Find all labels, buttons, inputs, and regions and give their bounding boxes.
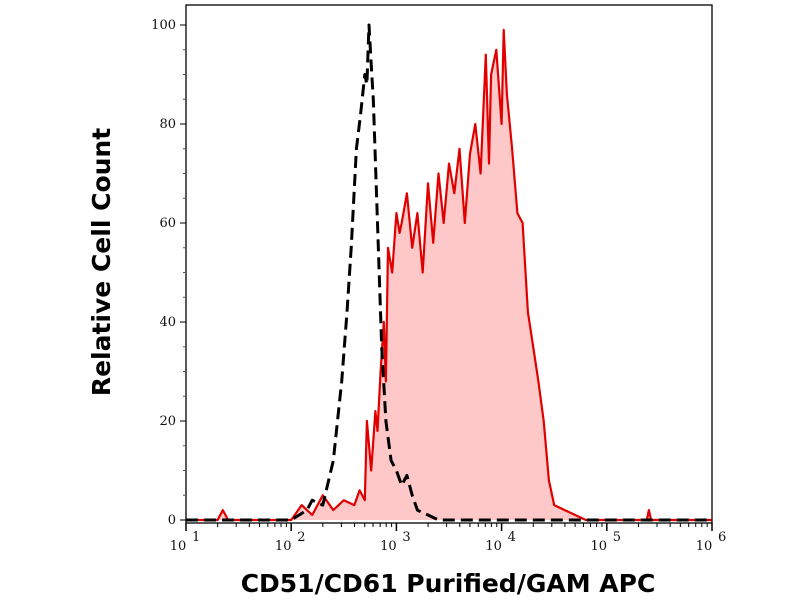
y-tick-label: 20 <box>159 414 176 429</box>
x-tick-label: 10 <box>380 539 397 554</box>
series-fill-0 <box>186 29 712 521</box>
x-tick-exponent: 4 <box>508 530 516 545</box>
x-tick-label: 10 <box>275 539 292 554</box>
y-tick-label: 60 <box>159 216 176 231</box>
x-tick-exponent: 2 <box>297 530 305 545</box>
y-tick-label: 100 <box>151 18 176 33</box>
x-tick-exponent: 3 <box>402 530 410 545</box>
x-tick-exponent: 5 <box>613 530 621 545</box>
plot-frame <box>185 4 713 524</box>
series-line-1 <box>186 23 712 522</box>
x-tick-label: 10 <box>485 539 502 554</box>
y-tick-label: 0 <box>168 513 176 528</box>
x-tick-label: 10 <box>696 539 713 554</box>
y-tick-label: 40 <box>159 315 176 330</box>
x-tick-exponent: 1 <box>192 530 200 545</box>
y-tick-label: 80 <box>159 117 176 132</box>
y-axis-label: Relative Cell Count <box>87 128 116 396</box>
x-tick-exponent: 6 <box>718 530 726 545</box>
series-line-0 <box>186 28 712 522</box>
x-tick-label: 10 <box>591 539 608 554</box>
x-tick-label: 10 <box>170 539 187 554</box>
x-axis-label: CD51/CD61 Purified/GAM APC <box>241 569 656 598</box>
